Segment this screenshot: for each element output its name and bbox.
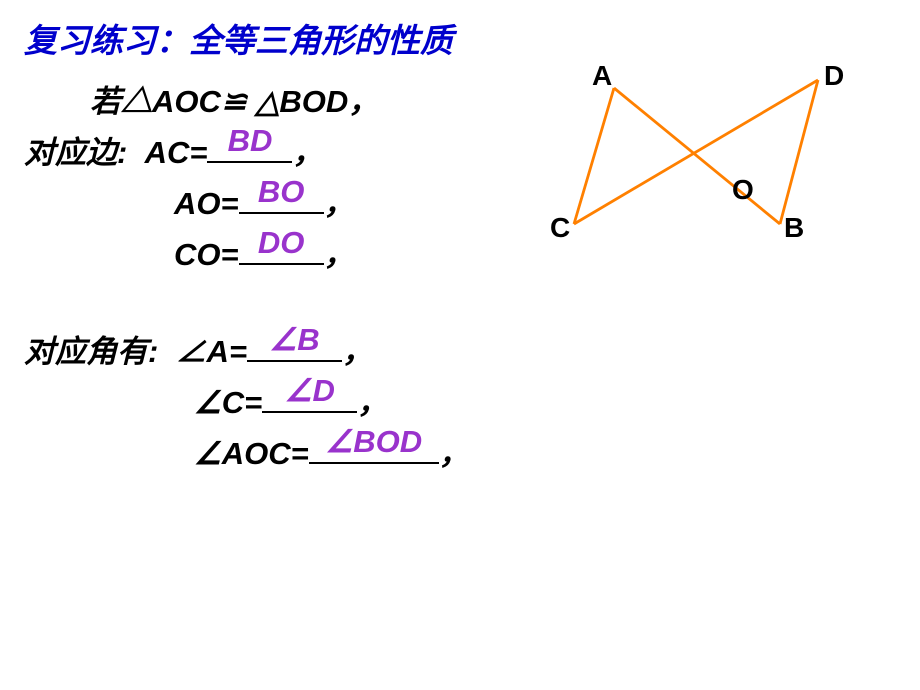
trail: ， xyxy=(342,334,373,369)
triangle-diagram: ADOCB xyxy=(544,66,864,266)
answer: ∠BOD xyxy=(325,424,422,460)
sides-label: 对应边: xyxy=(24,135,127,170)
vertex-label-O: O xyxy=(732,174,754,206)
answer: BD xyxy=(228,123,273,159)
blank: BO xyxy=(239,178,324,214)
vertex-label-B: B xyxy=(784,212,804,244)
answer: ∠D xyxy=(285,373,335,409)
angles-line-1: 对应角有: ∠A=∠B， xyxy=(24,326,896,371)
answer: BO xyxy=(258,174,305,210)
trail: ， xyxy=(357,385,388,420)
angles-line-2: ∠C=∠D， xyxy=(194,377,896,422)
vertex-label-A: A xyxy=(592,60,612,92)
lhs: CO= xyxy=(174,237,239,272)
lhs: ∠A= xyxy=(176,334,248,369)
blank: DO xyxy=(239,229,324,265)
lhs: AC= xyxy=(145,135,208,170)
answer: ∠B xyxy=(269,322,319,358)
blank: ∠D xyxy=(262,377,357,413)
angles-label: 对应角有: xyxy=(24,334,158,369)
trail: ， xyxy=(292,135,323,170)
answer: DO xyxy=(258,225,305,261)
trail: ， xyxy=(324,237,355,272)
vertex-label-C: C xyxy=(550,212,570,244)
trail: ， xyxy=(324,186,355,221)
trail: ， xyxy=(439,436,470,471)
blank: ∠BOD xyxy=(309,428,439,464)
lhs: AO= xyxy=(174,186,239,221)
angles-line-3: ∠AOC=∠BOD， xyxy=(194,428,896,473)
blank: ∠B xyxy=(247,326,342,362)
lhs: ∠C= xyxy=(194,385,262,420)
page-title: 复习练习：全等三角形的性质 xyxy=(24,14,896,62)
lhs: ∠AOC= xyxy=(194,436,309,471)
blank: BD xyxy=(207,127,292,163)
vertex-label-D: D xyxy=(824,60,844,92)
